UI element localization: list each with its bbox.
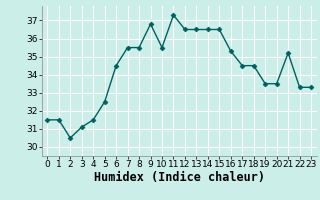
X-axis label: Humidex (Indice chaleur): Humidex (Indice chaleur) (94, 171, 265, 184)
